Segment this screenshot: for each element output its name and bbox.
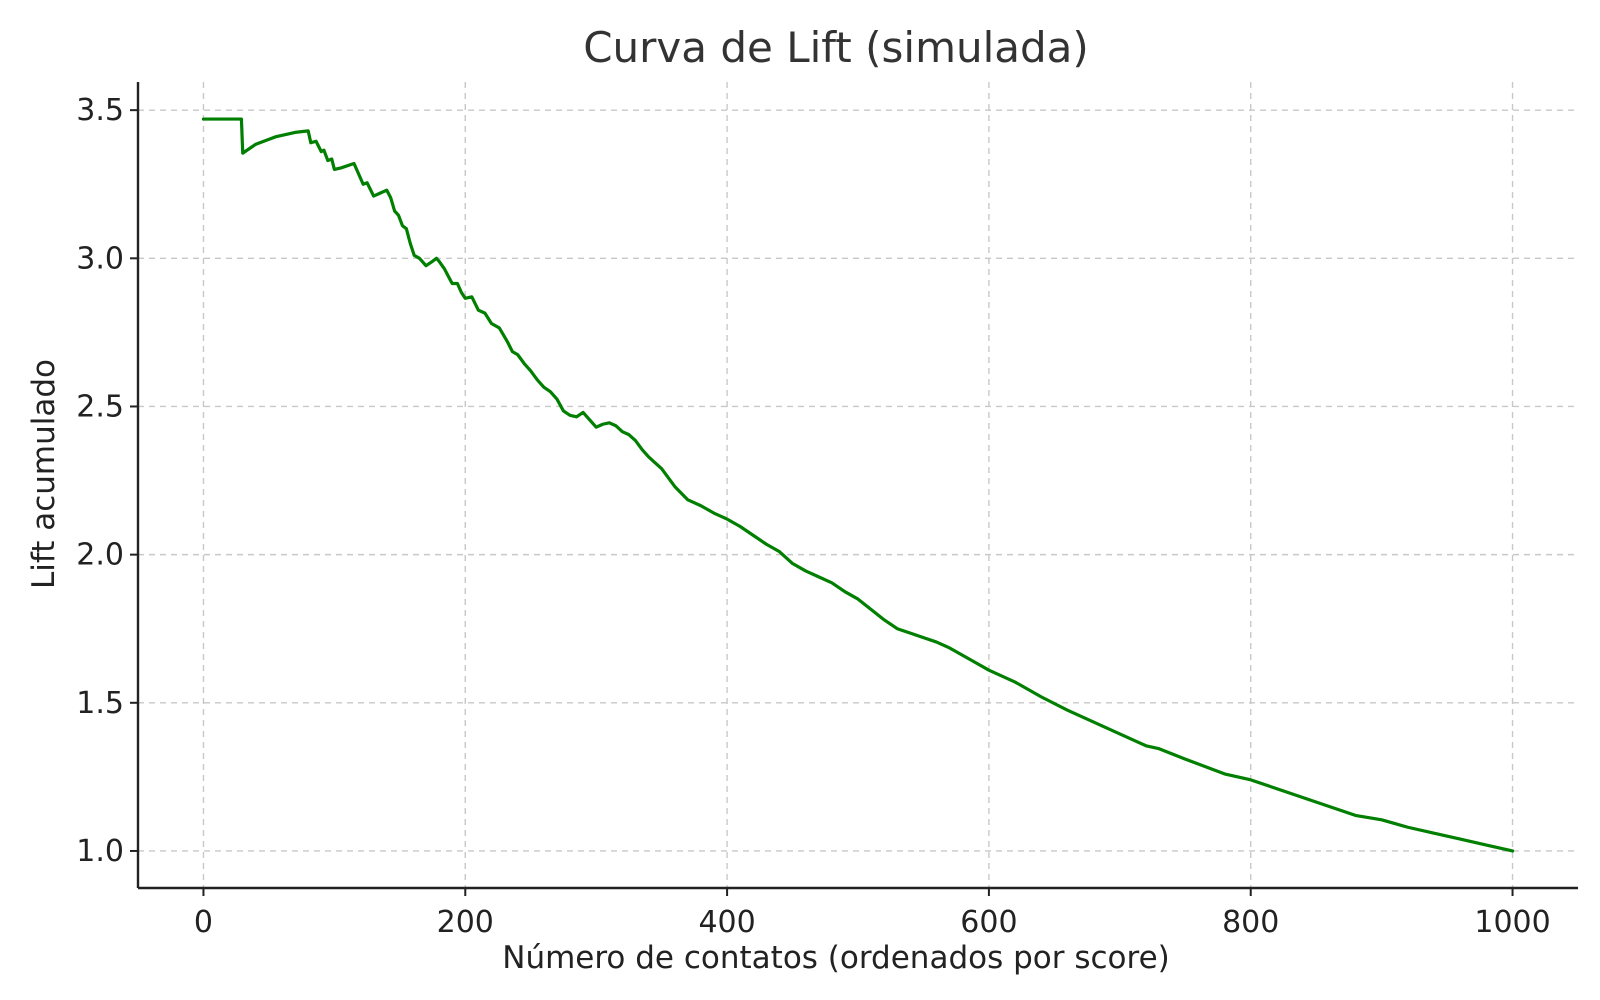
chart-title: Curva de Lift (simulada) [583, 23, 1089, 72]
y-tick-label-1: 1.5 [76, 686, 124, 721]
y-tick-label-0: 1.0 [76, 834, 124, 869]
tick-labels: 0 200 400 600 800 1000 1.0 1.5 2.0 2.5 3.0 3.5 [76, 93, 1550, 940]
y-tick-label-2: 2.0 [76, 538, 124, 573]
x-tick-label-5: 1000 [1474, 905, 1550, 940]
x-tick-label-2: 400 [698, 905, 755, 940]
x-tick-label-3: 600 [960, 905, 1017, 940]
y-axis-label: Lift acumulado [26, 359, 62, 589]
series-layer [201, 117, 1515, 853]
x-tick-label-0: 0 [194, 905, 213, 940]
y-tick-label-4: 3.0 [76, 241, 124, 276]
y-tick-label-3: 2.5 [76, 389, 124, 424]
x-tick-label-4: 800 [1222, 905, 1279, 940]
y-tick-label-5: 3.5 [76, 93, 124, 128]
series-line-0 [201, 117, 1515, 853]
x-tick-label-1: 200 [437, 905, 494, 940]
axes [130, 82, 1578, 896]
x-axis-label: Número de contatos (ordenados por score) [502, 940, 1169, 976]
grid-lines [138, 82, 1578, 888]
